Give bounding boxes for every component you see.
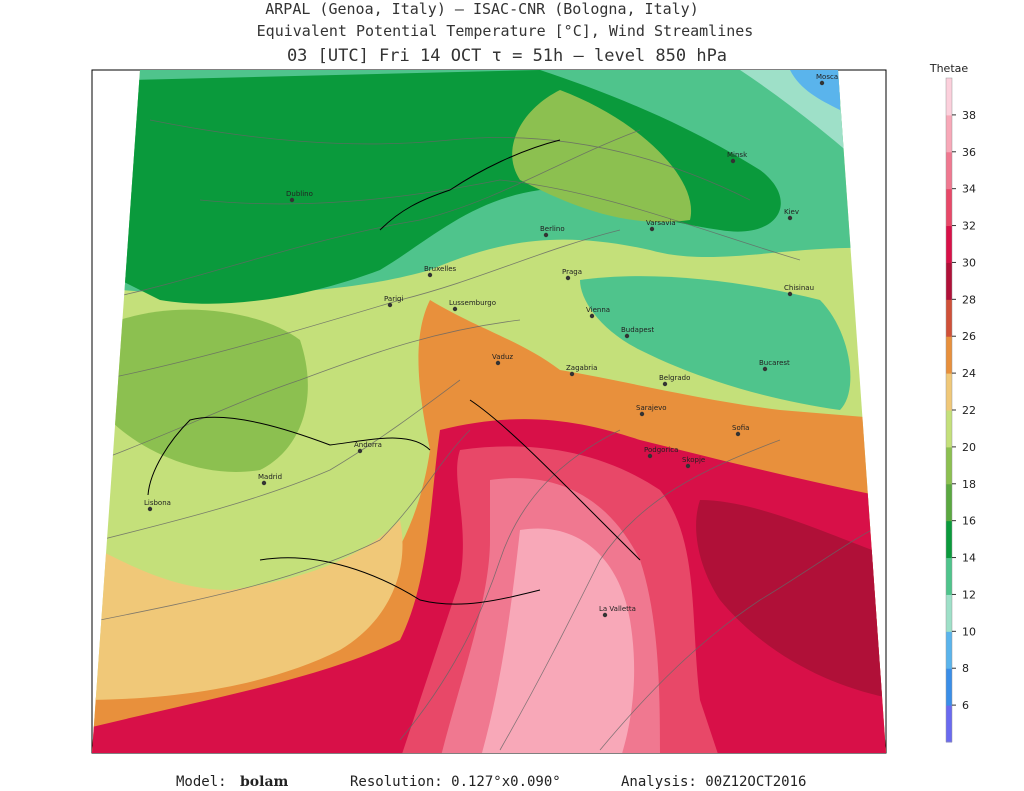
city-dot bbox=[357, 448, 363, 454]
colorbar-bin bbox=[946, 114, 952, 153]
header-line: Equivalent Potential Temperature [°C], W… bbox=[257, 22, 754, 40]
city-label: Lisbona bbox=[144, 499, 171, 507]
map-field bbox=[92, 70, 886, 753]
city-dot bbox=[147, 506, 153, 512]
city-label: Berlino bbox=[540, 225, 565, 233]
colorbar-bin bbox=[946, 78, 952, 116]
city-dot bbox=[589, 313, 595, 319]
city-label: Sofia bbox=[732, 424, 749, 432]
city-dot bbox=[452, 306, 458, 312]
city-label: Belgrado bbox=[659, 374, 690, 382]
city-label: Vaduz bbox=[492, 353, 513, 361]
colorbar-bin bbox=[946, 336, 952, 374]
colorbar-bin bbox=[946, 483, 952, 522]
city-dot bbox=[685, 463, 691, 469]
city-dot bbox=[662, 381, 668, 387]
footer-label: Model: bbox=[176, 774, 227, 790]
header-line: ARPAL (Genoa, Italy) – ISAC-CNR (Bologna… bbox=[265, 0, 698, 18]
city-dot bbox=[624, 333, 630, 339]
colorbar-tick-label: 12 bbox=[962, 588, 976, 601]
colorbar-tick-label: 10 bbox=[962, 625, 976, 638]
city-label: Kiev bbox=[784, 208, 799, 216]
city-label: Parigi bbox=[384, 295, 403, 303]
city-label: Dublino bbox=[286, 190, 313, 198]
city-dot bbox=[565, 275, 571, 281]
city-dot bbox=[787, 291, 793, 297]
city-label: Podgorica bbox=[644, 446, 678, 454]
colorbar-tick-label: 14 bbox=[962, 552, 976, 565]
city-label: Andorra bbox=[354, 441, 382, 449]
city-label: Chisinau bbox=[784, 284, 814, 292]
footer-model: bolam bbox=[240, 774, 289, 790]
city-label: Vienna bbox=[586, 306, 610, 314]
city-dot bbox=[543, 232, 549, 238]
colorbar-bin bbox=[946, 668, 952, 706]
colorbar-bin bbox=[946, 594, 952, 632]
colorbar-tick-label: 6 bbox=[962, 699, 969, 712]
city-label: Bucarest bbox=[759, 359, 790, 367]
colorbar: Thetae 6 8 10 12 14 16 18 20 22 24 26 28 30 32 34 36 38 bbox=[929, 62, 976, 743]
colorbar-tick-label: 26 bbox=[962, 330, 976, 343]
city-dot bbox=[495, 360, 501, 366]
colorbar-tick-label: 8 bbox=[962, 662, 969, 675]
colorbar-tick-label: 24 bbox=[962, 367, 976, 380]
colorbar-bin bbox=[946, 299, 952, 337]
colorbar-tick-label: 16 bbox=[962, 515, 976, 528]
city-dot bbox=[387, 302, 393, 308]
city-dot bbox=[762, 366, 768, 372]
city-dot bbox=[602, 612, 608, 618]
colorbar-tick-label: 30 bbox=[962, 256, 976, 269]
city-dot bbox=[261, 480, 267, 486]
city-dot bbox=[730, 158, 736, 164]
city-dot bbox=[819, 80, 825, 86]
city-dot bbox=[427, 272, 433, 278]
city-label: Sarajevo bbox=[636, 404, 667, 412]
colorbar-tick-label: 36 bbox=[962, 146, 976, 159]
colorbar-bin bbox=[946, 446, 952, 485]
footer-analysis: Analysis: 00Z12OCT2016 bbox=[621, 774, 806, 790]
city-label: Skopje bbox=[682, 456, 705, 464]
colorbar-tick-label: 38 bbox=[962, 109, 976, 122]
colorbar-bin bbox=[946, 520, 952, 559]
colorbar-tick-label: 34 bbox=[962, 183, 976, 196]
city-dot bbox=[639, 411, 645, 417]
colorbar-bin bbox=[946, 151, 952, 190]
city-dot bbox=[647, 453, 653, 459]
city-label: Zagabria bbox=[566, 364, 597, 372]
city-dot bbox=[649, 226, 655, 232]
city-dot bbox=[289, 197, 295, 203]
city-labels: Mosca Minsk Dublino Berlino Varsavia Kiev Brux… bbox=[144, 73, 838, 618]
city-label: Budapest bbox=[621, 326, 654, 334]
city-label: Bruxelles bbox=[424, 265, 457, 273]
colorbar-tick-label: 18 bbox=[962, 478, 976, 491]
colorbar-bin bbox=[946, 631, 952, 669]
colorbar-bin bbox=[946, 188, 952, 227]
city-dot bbox=[569, 371, 575, 377]
city-label: Varsavia bbox=[646, 219, 676, 227]
colorbar-bin bbox=[946, 410, 952, 448]
colorbar-title: Thetae bbox=[929, 62, 969, 75]
colorbar-bin bbox=[946, 262, 952, 300]
colorbar-tick-label: 28 bbox=[962, 293, 976, 306]
footer-resolution: Resolution: 0.127°x0.090° bbox=[350, 774, 561, 790]
colorbar-bin bbox=[946, 373, 952, 411]
colorbar-bin bbox=[946, 225, 952, 263]
city-label: Madrid bbox=[258, 473, 282, 481]
city-label: Lussemburgo bbox=[449, 299, 496, 307]
city-label: Mosca bbox=[816, 73, 838, 81]
colorbar-tick-label: 32 bbox=[962, 220, 976, 233]
colorbar-tick-label: 20 bbox=[962, 441, 976, 454]
colorbar-tick-label: 22 bbox=[962, 404, 976, 417]
city-dot bbox=[787, 215, 793, 221]
colorbar-bin bbox=[946, 557, 952, 595]
city-label: La Valletta bbox=[599, 605, 636, 613]
header-line: 03 [UTC] Fri 14 OCT τ = 51h – level 850 … bbox=[287, 46, 727, 66]
colorbar-bin bbox=[946, 705, 952, 743]
city-label: Praga bbox=[562, 268, 582, 276]
city-dot bbox=[735, 431, 741, 437]
city-label: Minsk bbox=[727, 151, 748, 159]
